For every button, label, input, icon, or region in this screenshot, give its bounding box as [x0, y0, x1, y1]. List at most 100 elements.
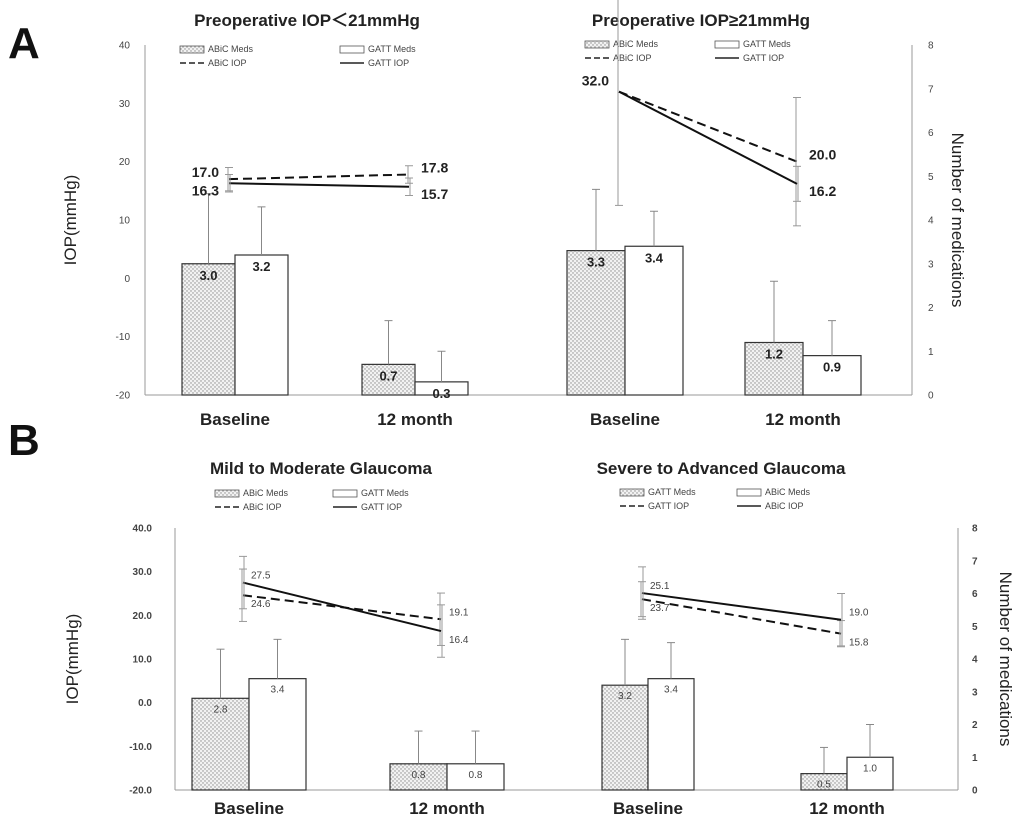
- category-label: Baseline: [200, 410, 270, 429]
- legend-label: ABiC IOP: [765, 501, 804, 511]
- legend-label: GATT Meds: [648, 487, 696, 497]
- y-tick-label: 30.0: [133, 567, 153, 578]
- bar-data-label: 3.4: [664, 685, 678, 696]
- y2-tick-label: 3: [928, 259, 934, 270]
- y-tick-label: -10: [116, 332, 131, 343]
- y-tick-label: 20: [119, 157, 131, 168]
- line-data-label: 20.0: [809, 147, 836, 163]
- legend-label: ABiC Meds: [613, 39, 659, 49]
- legend-label: GATT Meds: [368, 44, 416, 54]
- line-data-label: 16.3: [192, 182, 219, 198]
- legend-swatch: [179, 45, 205, 54]
- y-axis-title: IOP(mmHg): [61, 175, 80, 266]
- legend-label: GATT IOP: [368, 58, 409, 68]
- series-line: [228, 182, 410, 188]
- y2-axis-title: Number of medications: [948, 133, 967, 308]
- y2-tick-label: 0: [972, 786, 978, 797]
- category-label: 12 month: [765, 410, 841, 429]
- y-tick-label: 20.0: [133, 611, 153, 622]
- bar-data-label: 3.3: [587, 255, 605, 270]
- chart-title: Preoperative IOP＜21mmHg: [194, 11, 420, 30]
- bar: [248, 678, 307, 791]
- bar-data-label: 3.2: [252, 259, 270, 274]
- y-tick-label: -20.0: [129, 786, 152, 797]
- y2-tick-label: 1: [928, 347, 934, 358]
- legend-label: GATT Meds: [361, 488, 409, 498]
- y-axis-title: IOP(mmHg): [63, 614, 82, 705]
- y2-tick-label: 5: [928, 172, 934, 183]
- y-tick-label: -20: [116, 391, 131, 402]
- bar-data-label: 3.0: [199, 268, 217, 283]
- subchart: Mild to Moderate Glaucoma ABiC Meds GATT M…: [191, 459, 505, 818]
- bar: [389, 763, 448, 791]
- y2-tick-label: 8: [928, 41, 934, 52]
- category-label: Baseline: [590, 410, 660, 429]
- y2-tick-label: 4: [928, 216, 934, 227]
- bar: [446, 763, 505, 791]
- subchart: Preoperative IOP＜21mmHg ABiC Meds GATT Med…: [179, 11, 469, 429]
- legend-label: GATT Meds: [743, 39, 791, 49]
- y2-tick-label: 5: [972, 622, 978, 633]
- y2-axis-title: Number of medications: [996, 572, 1015, 747]
- y2-tick-label: 6: [972, 589, 978, 600]
- y-tick-label: 10.0: [133, 655, 153, 666]
- legend-label: ABiC IOP: [208, 58, 247, 68]
- bar: [361, 363, 416, 396]
- line-data-label: 16.4: [449, 635, 469, 646]
- line-data-label: 19.1: [449, 607, 469, 618]
- bar: [566, 250, 626, 396]
- bar-data-label: 0.3: [432, 386, 450, 401]
- line-data-label: 17.8: [421, 160, 448, 176]
- y2-tick-label: 4: [972, 655, 978, 666]
- legend-label: GATT IOP: [361, 502, 402, 512]
- legend-label: ABiC IOP: [613, 53, 652, 63]
- line-data-label: 19.0: [849, 608, 869, 619]
- legend-swatch: [619, 488, 645, 497]
- bar: [181, 263, 236, 396]
- y-tick-label: 40: [119, 41, 131, 52]
- bar: [846, 756, 894, 791]
- bar: [744, 341, 804, 396]
- y2-tick-label: 7: [972, 556, 978, 567]
- series-line: [242, 581, 442, 633]
- subchart: Preoperative IOP≥21mmHg ABiC Meds GATT Med…: [566, 0, 862, 429]
- line-data-label: 16.2: [809, 183, 836, 199]
- bar-data-label: 0.5: [817, 780, 831, 791]
- y2-tick-label: 0: [928, 391, 934, 402]
- bar: [191, 697, 250, 791]
- bar-data-label: 1.0: [863, 763, 877, 774]
- bar-data-label: 3.4: [645, 250, 664, 265]
- y2-tick-label: 8: [972, 524, 978, 535]
- bar-data-label: 3.2: [618, 691, 632, 702]
- category-label: Baseline: [613, 799, 683, 818]
- legend-swatch: [736, 488, 762, 497]
- series-line: [618, 90, 798, 185]
- category-label: 12 month: [409, 799, 485, 818]
- legend-label: ABiC Meds: [208, 44, 254, 54]
- bar: [601, 684, 649, 791]
- bar-data-label: 2.8: [214, 704, 228, 715]
- panel-group: -20.0 -10.0 0.0 10.0 20.0 30.0 40.0 0 1 2 3 4 5 6 7 8 IO…: [63, 459, 1015, 818]
- legend-label: ABiC Meds: [243, 488, 289, 498]
- category-label: Baseline: [214, 799, 284, 818]
- y-tick-label: -10.0: [129, 742, 152, 753]
- chart-title: Mild to Moderate Glaucoma: [210, 459, 433, 478]
- bar-data-label: 3.4: [271, 685, 285, 696]
- line-data-label: 25.1: [650, 581, 670, 592]
- y2-tick-label: 2: [972, 720, 978, 731]
- line-data-label: 15.8: [849, 638, 869, 649]
- legend-label: ABiC Meds: [765, 487, 811, 497]
- bar: [624, 245, 684, 396]
- legend-swatch: [339, 45, 365, 54]
- y-tick-label: 10: [119, 216, 131, 227]
- subchart: Severe to Advanced Glaucoma GATT Meds ABiC…: [597, 459, 894, 818]
- legend-label: ABiC IOP: [243, 502, 282, 512]
- line-data-label: 24.6: [251, 599, 271, 610]
- line-data-label: 17.0: [192, 164, 219, 180]
- legend-swatch: [584, 40, 610, 49]
- panel-letter-b: B: [8, 416, 40, 465]
- chart-title: Preoperative IOP≥21mmHg: [592, 11, 810, 30]
- panel-letter-a: A: [8, 19, 40, 68]
